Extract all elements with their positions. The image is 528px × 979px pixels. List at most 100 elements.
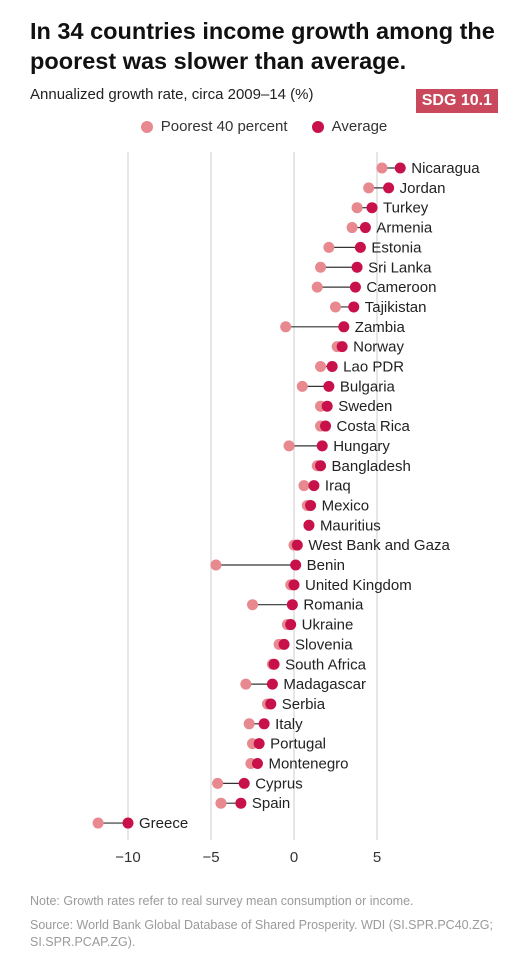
legend-item-poorest: Poorest 40 percent [140, 118, 288, 135]
point-poorest [346, 222, 358, 234]
point-average [291, 539, 303, 551]
country-label: Italy [275, 716, 303, 733]
point-average [305, 499, 317, 511]
point-average [286, 599, 298, 611]
legend: Poorest 40 percent Average [0, 118, 528, 137]
country-label: Mauritius [320, 517, 381, 534]
country-label: Armenia [376, 220, 433, 237]
point-poorest [92, 817, 104, 829]
chart-note: Note: Growth rates refer to real survey … [30, 894, 414, 908]
legend-dot-average [311, 120, 324, 133]
point-poorest [315, 361, 327, 372]
point-poorest [215, 797, 227, 809]
country-label: Cameroon [366, 279, 436, 296]
x-tick-label: −10 [115, 849, 140, 866]
point-average [323, 380, 335, 392]
country-label: Portugal [270, 736, 326, 753]
country-label: Greece [139, 815, 188, 832]
country-label: Turkey [383, 200, 429, 217]
country-label: Nicaragua [411, 160, 480, 177]
point-average [354, 241, 366, 253]
point-poorest [323, 241, 335, 253]
country-label: Norway [353, 339, 404, 356]
country-label: Lao PDR [343, 359, 404, 376]
point-poorest [376, 162, 388, 174]
point-average [321, 400, 333, 412]
country-label: Serbia [282, 696, 326, 713]
point-average [290, 559, 302, 571]
legend-label-poorest: Poorest 40 percent [160, 118, 288, 135]
sdg-badge: SDG 10.1 [415, 89, 498, 113]
point-average [366, 202, 378, 214]
x-tick-label: −5 [202, 849, 219, 866]
point-average [338, 321, 350, 333]
country-label: Zambia [355, 319, 406, 336]
country-label: Ukraine [302, 617, 354, 634]
country-label: Estonia [371, 239, 422, 256]
country-label: Bulgaria [340, 378, 396, 395]
point-average [336, 341, 348, 353]
country-label: South Africa [285, 656, 367, 673]
legend-label-average: Average [331, 118, 388, 135]
point-average [326, 361, 338, 372]
point-average [315, 460, 327, 472]
country-label: Hungary [333, 438, 390, 455]
point-poorest [283, 440, 295, 452]
country-label: Sri Lanka [368, 259, 432, 276]
point-poorest [330, 301, 341, 313]
country-label: Spain [252, 795, 290, 812]
point-average [253, 738, 265, 750]
point-average [308, 480, 320, 492]
point-average [266, 678, 278, 690]
point-average [359, 222, 371, 234]
legend-item-average: Average [311, 118, 388, 135]
point-average [238, 777, 250, 789]
country-label: Jordan [400, 180, 446, 197]
country-label: Cyprus [255, 775, 303, 792]
x-tick-label: 0 [290, 849, 298, 866]
point-average [348, 301, 360, 313]
country-label: Iraq [325, 478, 351, 495]
point-average [251, 758, 263, 769]
country-label: Montenegro [268, 756, 348, 773]
legend-dot-poorest [140, 120, 153, 133]
point-average [285, 619, 297, 631]
point-average [122, 817, 134, 829]
point-poorest [311, 281, 323, 293]
point-average [316, 440, 328, 452]
point-average [268, 658, 280, 670]
point-average [278, 638, 290, 650]
point-poorest [280, 321, 292, 333]
country-label: Sweden [338, 398, 392, 415]
point-poorest [351, 202, 363, 214]
chart-title: In 34 countries income growth among the … [30, 18, 495, 74]
chart-subtitle: Annualized growth rate, circa 2009–14 (%… [30, 86, 314, 103]
point-average [303, 519, 315, 531]
chart-source: Source: World Bank Global Database of Sh… [30, 918, 493, 949]
point-poorest [296, 380, 308, 392]
point-poorest [243, 718, 255, 730]
country-label: Madagascar [283, 676, 366, 693]
country-label: West Bank and Gaza [308, 537, 450, 554]
point-average [320, 420, 332, 432]
point-poorest [315, 261, 327, 273]
point-average [383, 182, 395, 194]
point-poorest [240, 678, 252, 690]
country-label: Benin [307, 557, 345, 574]
country-label: Tajikistan [365, 299, 427, 316]
x-tick-label: 5 [373, 849, 381, 866]
point-poorest [298, 480, 310, 492]
country-label: Mexico [322, 497, 370, 514]
point-average [288, 579, 300, 591]
dot-plot: −10 −5 0 5 Nicaragua Jordan Turkey Armenia Eston… [92, 152, 480, 866]
country-label: Romania [303, 597, 364, 614]
point-average [349, 281, 361, 293]
country-label: Costa Rica [337, 418, 411, 435]
country-label: United Kingdom [305, 577, 412, 594]
point-average [265, 698, 277, 710]
country-label: Bangladesh [332, 458, 411, 475]
point-poorest [247, 599, 258, 611]
country-label: Slovenia [295, 636, 353, 653]
point-average [258, 718, 270, 730]
point-average [394, 162, 406, 174]
